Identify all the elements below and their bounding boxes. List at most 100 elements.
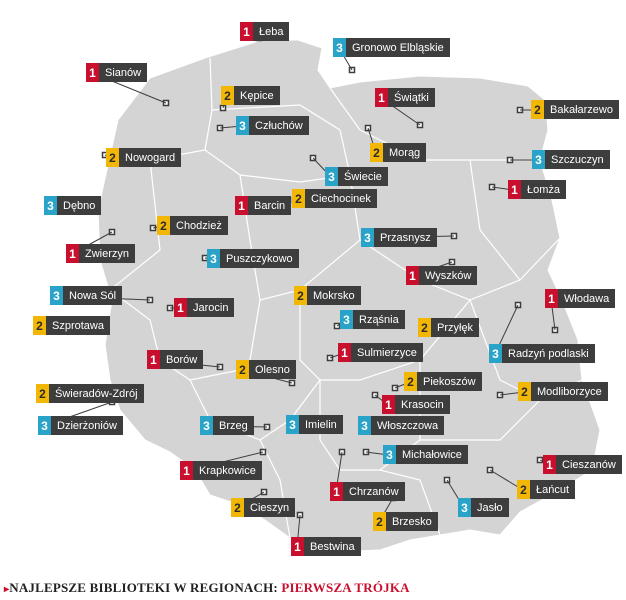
library-marker: 2 Modliborzyce <box>518 382 608 401</box>
rank-badge: 1 <box>66 244 79 263</box>
library-name: Człuchów <box>249 116 309 135</box>
library-marker: 3 Jasło <box>458 498 509 517</box>
library-marker: 2 Świeradów-Zdrój <box>36 384 144 403</box>
library-name: Michałowice <box>396 445 468 464</box>
library-marker: 2 Łańcut <box>517 480 576 499</box>
library-marker: 2 Mokrsko <box>294 286 361 305</box>
library-name: Chodzież <box>170 216 228 235</box>
library-name: Gronowo Elbląskie <box>346 38 450 57</box>
map-caption: ▸NAJLEPSZE BIBLIOTEKI W REGIONACH: PIERW… <box>4 580 410 596</box>
library-name: Modliborzyce <box>531 382 608 401</box>
library-marker: 2 Olesno <box>236 360 296 379</box>
library-marker: 3 Świecie <box>325 167 388 186</box>
library-name: Sulmierzyce <box>351 343 423 362</box>
caption-arrow: ▸ <box>4 584 10 595</box>
library-name: Bestwina <box>304 537 361 556</box>
rank-badge: 3 <box>200 416 213 435</box>
library-name: Cieszanów <box>556 455 622 474</box>
rank-badge: 1 <box>330 482 343 501</box>
library-name: Wyszków <box>419 266 478 285</box>
library-name: Świecie <box>338 167 388 186</box>
library-marker: 3 Dzierżoniów <box>38 416 123 435</box>
rank-badge: 3 <box>236 116 249 135</box>
library-marker: 1 Włodawa <box>545 289 616 308</box>
library-name: Mokrsko <box>307 286 361 305</box>
rank-badge: 2 <box>231 498 244 517</box>
rank-badge: 3 <box>38 416 51 435</box>
library-name: Chrzanów <box>343 482 405 501</box>
library-name: Rząśnia <box>353 310 405 329</box>
library-marker: 3 Nowa Sól <box>50 286 123 305</box>
library-marker: 3 Michałowice <box>383 445 468 464</box>
rank-badge: 2 <box>531 100 544 119</box>
library-marker: 1 Borów <box>147 350 204 369</box>
rank-badge: 2 <box>33 316 46 335</box>
rank-badge: 3 <box>286 415 299 434</box>
rank-badge: 3 <box>340 310 353 329</box>
library-name: Olesno <box>249 360 296 379</box>
rank-badge: 3 <box>361 228 374 247</box>
library-marker: 1 Krasocin <box>382 395 450 414</box>
library-marker: 3 Gronowo Elbląskie <box>333 38 450 57</box>
library-marker: 2 Ciechocinek <box>292 189 377 208</box>
rank-badge: 3 <box>358 416 371 435</box>
library-name: Nowa Sól <box>63 286 123 305</box>
rank-badge: 1 <box>508 180 521 199</box>
library-name: Szczuczyn <box>545 150 610 169</box>
rank-badge: 2 <box>404 372 417 391</box>
rank-badge: 3 <box>489 344 502 363</box>
library-marker: 2 Piekoszów <box>404 372 482 391</box>
rank-badge: 2 <box>373 512 386 531</box>
library-marker: 1 Wyszków <box>406 266 478 285</box>
rank-badge: 1 <box>291 537 304 556</box>
library-marker: 1 Zwierzyn <box>66 244 136 263</box>
library-marker: 2 Przyłęk <box>418 318 480 337</box>
rank-badge: 3 <box>532 150 545 169</box>
library-name: Morąg <box>383 143 427 162</box>
rank-badge: 1 <box>543 455 556 474</box>
library-name: Krasocin <box>395 395 450 414</box>
library-name: Sianów <box>99 63 148 82</box>
library-marker: 2 Bakałarzewo <box>531 100 619 119</box>
library-marker: 2 Nowogard <box>106 148 182 167</box>
library-name: Dębno <box>57 196 102 215</box>
library-marker: 1 Łeba <box>240 22 290 41</box>
library-name: Zwierzyn <box>79 244 136 263</box>
rank-badge: 2 <box>518 382 531 401</box>
library-name: Brzesko <box>386 512 438 531</box>
rank-badge: 1 <box>338 343 351 362</box>
rank-badge: 1 <box>545 289 558 308</box>
rank-badge: 2 <box>418 318 431 337</box>
library-marker: 2 Cieszyn <box>231 498 296 517</box>
rank-badge: 1 <box>406 266 419 285</box>
rank-badge: 1 <box>86 63 99 82</box>
library-marker: 2 Szprotawa <box>33 316 110 335</box>
rank-badge: 3 <box>325 167 338 186</box>
library-name: Ciechocinek <box>305 189 377 208</box>
library-name: Dzierżoniów <box>51 416 123 435</box>
library-name: Świeradów-Zdrój <box>49 384 144 403</box>
library-marker: 3 Puszczykowo <box>207 249 299 268</box>
rank-badge: 1 <box>240 22 253 41</box>
rank-badge: 2 <box>236 360 249 379</box>
library-name: Krapkowice <box>193 461 262 480</box>
library-marker: 1 Jarocin <box>174 298 235 317</box>
library-marker: 3 Brzeg <box>200 416 254 435</box>
rank-badge: 2 <box>221 86 234 105</box>
rank-badge: 3 <box>458 498 471 517</box>
library-name: Borów <box>160 350 204 369</box>
rank-badge: 2 <box>106 148 119 167</box>
library-marker: 2 Brzesko <box>373 512 438 531</box>
library-marker: 3 Włoszczowa <box>358 416 445 435</box>
library-name: Puszczykowo <box>220 249 299 268</box>
library-name: Świątki <box>388 88 435 107</box>
library-name: Brzeg <box>213 416 254 435</box>
library-name: Radzyń podlaski <box>502 344 595 363</box>
rank-badge: 3 <box>44 196 57 215</box>
library-marker: 1 Sulmierzyce <box>338 343 423 362</box>
caption-highlight: PIERWSZA TRÓJKA <box>281 580 410 595</box>
library-marker: 3 Szczuczyn <box>532 150 610 169</box>
library-marker: 1 Łomża <box>508 180 567 199</box>
library-name: Nowogard <box>119 148 182 167</box>
library-name: Kępice <box>234 86 280 105</box>
